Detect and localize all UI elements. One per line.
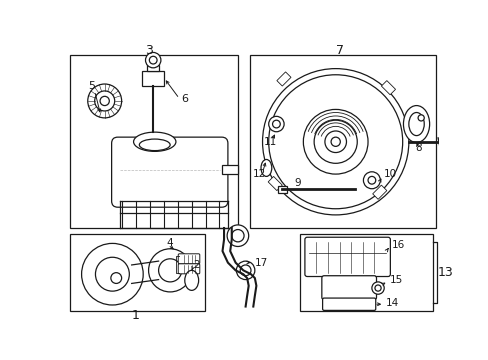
Text: 3: 3 xyxy=(144,44,152,57)
Text: 12: 12 xyxy=(252,169,265,179)
Bar xyxy=(277,186,286,193)
Circle shape xyxy=(149,56,157,64)
Bar xyxy=(250,55,435,228)
FancyBboxPatch shape xyxy=(322,298,375,310)
Text: 7: 7 xyxy=(335,44,343,57)
Text: 16: 16 xyxy=(391,240,405,250)
Text: 2: 2 xyxy=(193,260,200,270)
FancyBboxPatch shape xyxy=(178,264,200,274)
Text: 4: 4 xyxy=(166,238,173,248)
Circle shape xyxy=(417,115,424,121)
Circle shape xyxy=(95,257,129,291)
Ellipse shape xyxy=(139,139,170,150)
Circle shape xyxy=(324,131,346,153)
Circle shape xyxy=(313,120,357,163)
Bar xyxy=(70,55,238,228)
Circle shape xyxy=(100,96,109,105)
Ellipse shape xyxy=(403,105,429,143)
Ellipse shape xyxy=(133,132,176,152)
Text: 6: 6 xyxy=(182,94,188,104)
Circle shape xyxy=(374,285,380,291)
Bar xyxy=(147,65,159,71)
Bar xyxy=(299,234,432,311)
Text: 14: 14 xyxy=(385,298,398,309)
Bar xyxy=(372,185,386,199)
Circle shape xyxy=(240,265,250,276)
Circle shape xyxy=(145,53,161,68)
Circle shape xyxy=(371,282,384,294)
FancyBboxPatch shape xyxy=(111,137,227,207)
Circle shape xyxy=(95,91,115,111)
FancyBboxPatch shape xyxy=(321,276,376,300)
Text: 13: 13 xyxy=(436,266,452,279)
Circle shape xyxy=(303,109,367,174)
Ellipse shape xyxy=(408,112,424,136)
Circle shape xyxy=(231,230,244,242)
Circle shape xyxy=(272,120,280,128)
Circle shape xyxy=(111,273,122,283)
Text: 17: 17 xyxy=(254,258,267,267)
Circle shape xyxy=(330,137,340,147)
Bar xyxy=(276,72,290,86)
Ellipse shape xyxy=(184,270,198,291)
FancyBboxPatch shape xyxy=(178,254,200,264)
Text: 5: 5 xyxy=(88,81,95,91)
Circle shape xyxy=(262,69,408,215)
Bar xyxy=(142,71,163,86)
Circle shape xyxy=(363,172,380,189)
Ellipse shape xyxy=(261,159,271,176)
Circle shape xyxy=(268,75,402,209)
Circle shape xyxy=(81,243,143,305)
Text: 15: 15 xyxy=(389,275,402,285)
Circle shape xyxy=(268,116,284,132)
Bar xyxy=(70,234,204,311)
Circle shape xyxy=(158,259,182,282)
Text: 11: 11 xyxy=(263,137,276,147)
FancyBboxPatch shape xyxy=(305,237,389,276)
Text: 8: 8 xyxy=(414,143,421,153)
Circle shape xyxy=(148,249,191,292)
Circle shape xyxy=(367,176,375,184)
Bar xyxy=(267,176,282,190)
Circle shape xyxy=(236,261,254,280)
Circle shape xyxy=(226,225,248,247)
Bar xyxy=(381,81,395,95)
Text: 9: 9 xyxy=(293,178,300,188)
Text: 10: 10 xyxy=(384,169,397,179)
Circle shape xyxy=(87,84,122,118)
Text: 1: 1 xyxy=(131,309,139,322)
Bar xyxy=(221,165,238,174)
